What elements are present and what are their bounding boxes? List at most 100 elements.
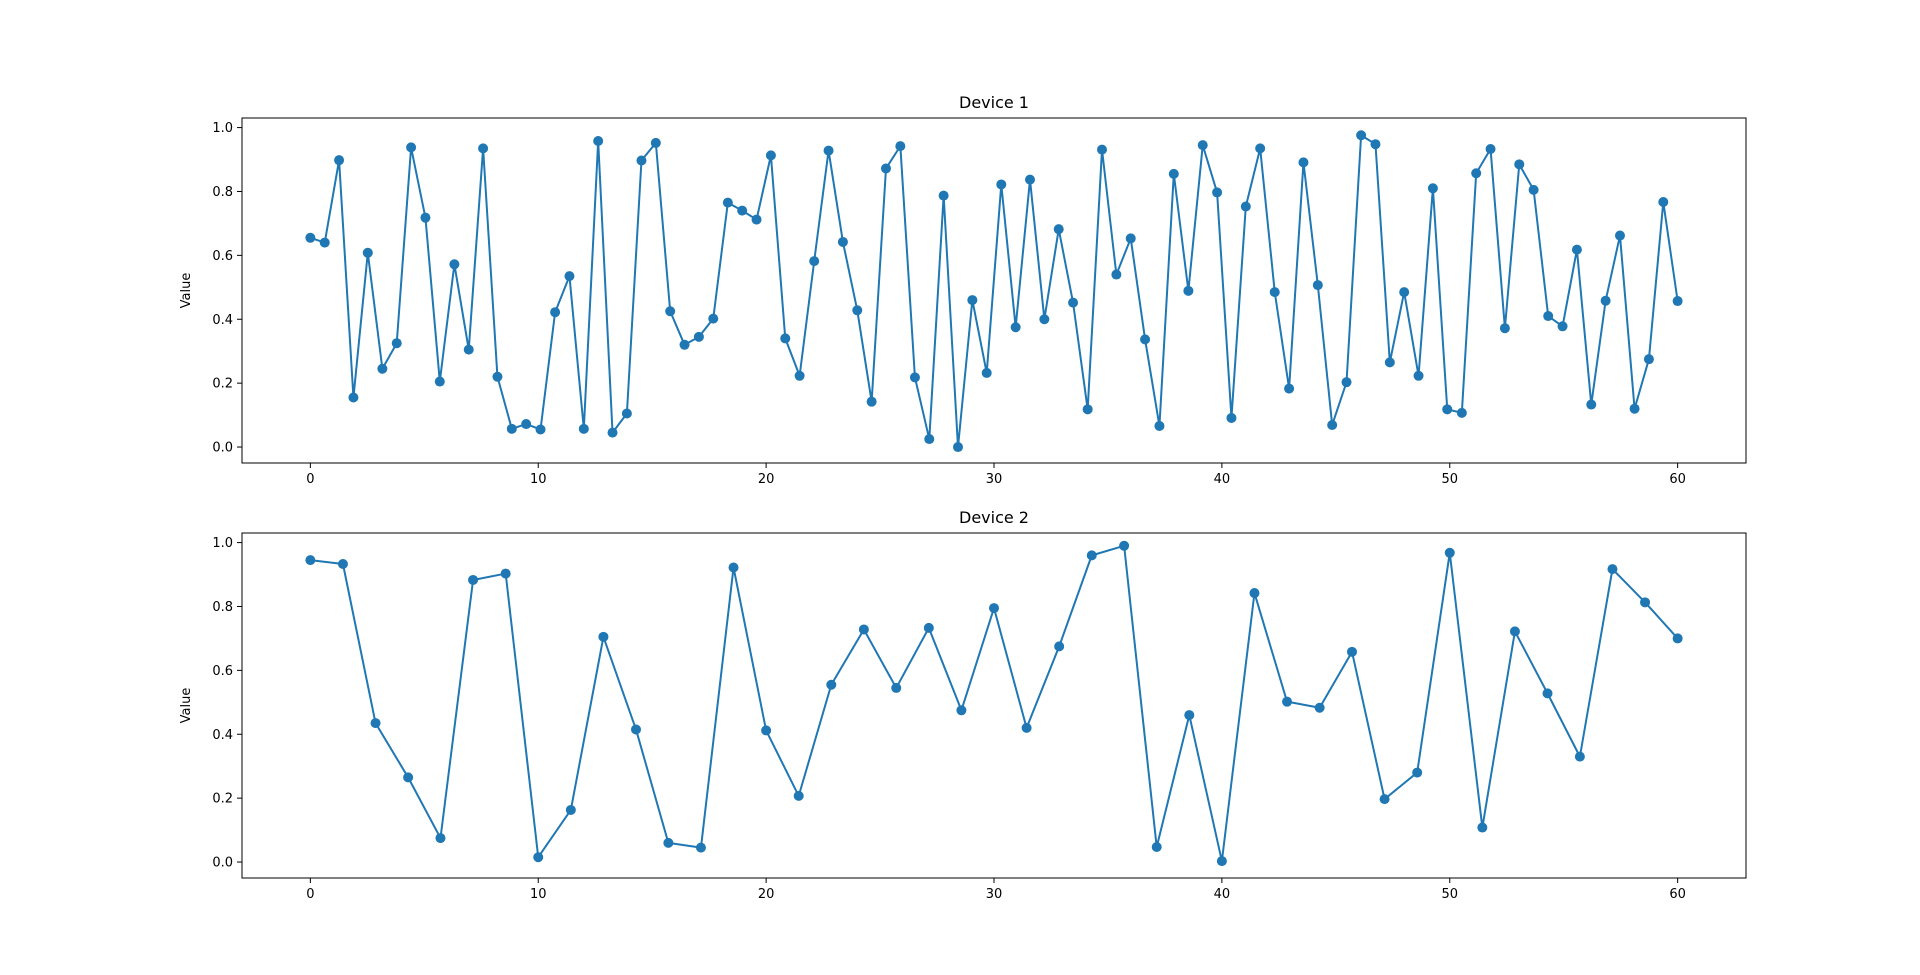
data-point <box>370 718 381 729</box>
data-point <box>1282 696 1293 707</box>
data-point <box>391 338 402 349</box>
x-tick-label: 30 <box>986 887 1003 902</box>
data-point <box>305 232 316 243</box>
data-point <box>1542 688 1553 699</box>
data-point <box>607 427 618 438</box>
data-point <box>1140 334 1151 345</box>
data-point <box>1097 144 1108 155</box>
data-point <box>1053 224 1064 235</box>
data-point <box>1413 370 1424 381</box>
data-point <box>631 724 641 735</box>
data-point <box>953 442 963 453</box>
data-point <box>1370 139 1381 150</box>
data-point <box>852 305 863 316</box>
data-point <box>1068 297 1079 308</box>
data-point <box>1082 404 1093 415</box>
data-point <box>1356 130 1367 141</box>
chart-title: Device 1 <box>959 93 1029 112</box>
x-tick-label: 50 <box>1441 472 1458 487</box>
data-point <box>593 136 604 146</box>
data-point <box>1471 168 1482 179</box>
data-point <box>435 833 446 844</box>
data-point <box>780 333 791 344</box>
data-point <box>708 313 719 324</box>
data-point <box>858 624 869 635</box>
data-point <box>663 837 674 848</box>
x-tick-label: 10 <box>530 472 547 487</box>
y-tick-label: 0.4 <box>212 313 233 328</box>
data-point <box>1514 159 1525 170</box>
data-point <box>319 237 330 248</box>
data-point <box>636 155 647 166</box>
charts-container: Device 1 Value 0 10 20 30 40 50 60 0.0 0.2 0.4 0.6 0.… <box>179 93 1747 902</box>
y-tick-label: 0.4 <box>212 728 233 743</box>
data-point <box>1477 822 1488 833</box>
data-point <box>406 142 417 153</box>
y-tick-label: 1.0 <box>212 121 233 136</box>
data-point <box>1600 295 1611 306</box>
data-point <box>1672 296 1683 307</box>
data-point <box>679 339 690 350</box>
data-point <box>1658 197 1669 208</box>
data-point <box>478 143 489 154</box>
data-point <box>434 376 445 387</box>
data-point <box>1509 626 1520 637</box>
data-point <box>1640 597 1651 608</box>
data-point <box>463 344 474 355</box>
data-point <box>823 145 834 156</box>
x-tick-label: 20 <box>758 472 775 487</box>
data-point <box>403 772 414 783</box>
data-point <box>1672 633 1683 644</box>
data-point <box>1111 269 1122 280</box>
data-point <box>1314 702 1325 713</box>
data-point <box>1119 540 1130 551</box>
data-point <box>449 259 460 270</box>
data-point <box>621 408 632 419</box>
data-point <box>1197 140 1208 151</box>
data-point <box>337 558 348 569</box>
data-point <box>1347 646 1357 657</box>
data-point <box>1499 323 1510 334</box>
data-point <box>1021 722 1032 733</box>
data-point <box>1384 357 1395 368</box>
data-point <box>923 622 934 633</box>
data-point <box>348 392 359 403</box>
data-point <box>1249 588 1260 599</box>
data-point <box>1212 187 1223 198</box>
data-point <box>695 842 706 853</box>
x-tick-label: 60 <box>1669 472 1686 487</box>
data-point <box>492 371 503 382</box>
data-point <box>880 163 891 174</box>
data-point <box>794 370 805 381</box>
data-point <box>564 271 575 282</box>
data-point <box>891 682 902 693</box>
data-point <box>1025 174 1035 185</box>
data-point <box>1574 751 1585 762</box>
data-point <box>793 790 804 801</box>
data-point <box>1543 311 1554 322</box>
data-point <box>362 247 373 258</box>
data-point <box>1125 233 1136 244</box>
data-point <box>468 574 479 585</box>
data-point <box>1614 230 1625 241</box>
data-point <box>500 568 511 579</box>
data-point <box>1456 407 1467 418</box>
y-tick-label: 0.6 <box>212 249 233 264</box>
data-point <box>420 212 431 223</box>
data-point <box>565 804 576 815</box>
data-point <box>1412 767 1423 778</box>
data-point <box>1485 143 1496 154</box>
x-tick-label: 40 <box>1214 472 1231 487</box>
chart-title: Device 2 <box>959 508 1029 527</box>
data-point <box>989 603 999 614</box>
x-tick-label: 0 <box>306 472 314 487</box>
data-point <box>751 214 762 225</box>
data-point <box>598 631 609 642</box>
x-tick-label: 60 <box>1669 887 1686 902</box>
data-point <box>1298 157 1309 168</box>
plot-frame <box>241 532 1747 879</box>
data-point <box>1183 285 1194 296</box>
data-point <box>1010 322 1021 333</box>
data-point <box>1629 403 1640 414</box>
data-point <box>550 307 561 318</box>
